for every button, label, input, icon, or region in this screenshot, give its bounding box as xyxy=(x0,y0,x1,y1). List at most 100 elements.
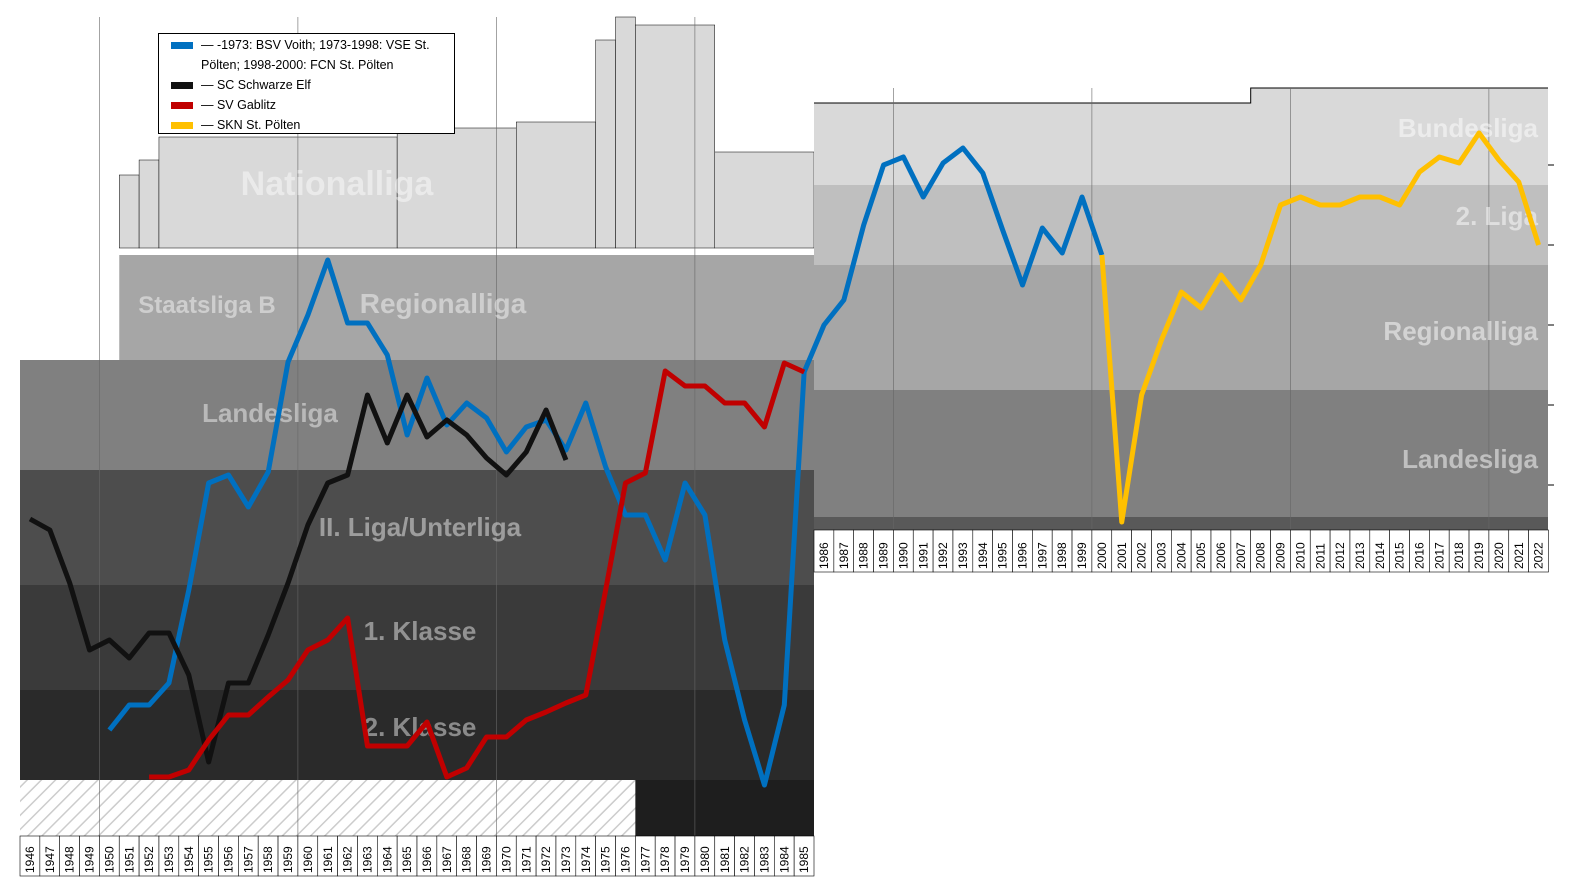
x-tick-label: 1978 xyxy=(658,846,672,873)
league-label: Nationalliga xyxy=(241,165,435,203)
legend-item: — -1973: BSV Voith; 1973-1998: VSE St. P… xyxy=(171,35,454,75)
x-tick-label: 2021 xyxy=(1512,542,1526,569)
legend-item: — SKN St. Pölten xyxy=(171,115,454,135)
x-tick-label: 1985 xyxy=(797,846,811,873)
league-label: Regionalliga xyxy=(360,288,527,319)
x-tick-label: 1970 xyxy=(499,846,513,873)
band-nationalliga xyxy=(119,174,140,249)
band-1-klasse xyxy=(20,585,814,690)
band-2-liga xyxy=(814,185,1548,265)
legend: — -1973: BSV Voith; 1973-1998: VSE St. P… xyxy=(158,33,455,134)
year-cell xyxy=(1528,529,1549,573)
x-tick-label: 1947 xyxy=(43,846,57,873)
legend-swatch xyxy=(171,42,193,49)
x-tick-label: 2018 xyxy=(1452,542,1466,569)
x-tick-label: 2011 xyxy=(1313,543,1327,569)
x-tick-label: 2006 xyxy=(1214,542,1228,569)
legend-item: — SC Schwarze Elf xyxy=(171,75,454,95)
x-tick-label: 1967 xyxy=(440,846,454,873)
x-tick-label: 2007 xyxy=(1234,542,1248,569)
x-tick-label: 2012 xyxy=(1333,542,1347,569)
band-nationalliga xyxy=(714,151,815,249)
band-nationalliga xyxy=(595,39,616,249)
league-label: Staatsliga B xyxy=(138,292,275,319)
band-landesliga-right xyxy=(814,390,1548,517)
band-regionalliga xyxy=(119,255,814,360)
legend-label: — -1973: BSV Voith; 1973-1998: VSE St. P… xyxy=(201,38,430,72)
league-label: Regionalliga xyxy=(1383,316,1538,346)
x-tick-label: 1957 xyxy=(241,846,255,873)
x-tick-label: 1989 xyxy=(877,542,891,569)
x-tick-label: 1988 xyxy=(857,542,871,569)
x-tick-label: 1981 xyxy=(718,846,732,873)
band-lower-right xyxy=(814,517,1548,530)
x-tick-label: 1951 xyxy=(122,846,136,873)
x-tick-label: 2009 xyxy=(1274,542,1288,569)
band-lowest xyxy=(635,780,814,836)
x-tick-label: 1963 xyxy=(360,846,374,873)
x-tick-label: 1977 xyxy=(638,846,652,873)
league-label: Landesliga xyxy=(202,398,338,428)
x-tick-label: 2001 xyxy=(1115,542,1129,569)
x-tick-label: 1976 xyxy=(619,846,633,873)
legend-label: — SV Gablitz xyxy=(201,98,277,112)
x-tick-label: 1952 xyxy=(142,846,156,873)
x-tick-label: 1984 xyxy=(777,846,791,873)
band-nationalliga xyxy=(516,121,596,249)
x-tick-label: 1971 xyxy=(519,846,533,873)
x-tick-label: 1960 xyxy=(301,846,315,873)
x-tick-label: 2015 xyxy=(1393,542,1407,569)
x-tick-label: 1987 xyxy=(837,542,851,569)
legend-label: — SKN St. Pölten xyxy=(201,118,301,132)
x-tick-label: 2000 xyxy=(1095,542,1109,569)
x-tick-label: 2005 xyxy=(1194,542,1208,569)
x-tick-label: 1997 xyxy=(1035,542,1049,569)
league-label: II. Liga/Unterliga xyxy=(319,512,522,542)
x-tick-label: 2020 xyxy=(1492,542,1506,569)
x-tick-label: 1995 xyxy=(996,542,1010,569)
x-tick-label: 1974 xyxy=(579,846,593,873)
x-tick-label: 1968 xyxy=(460,846,474,873)
league-label: Landesliga xyxy=(1402,444,1538,474)
x-tick-label: 2004 xyxy=(1174,542,1188,569)
x-tick-label: 2016 xyxy=(1413,542,1427,569)
x-tick-label: 1969 xyxy=(480,846,494,873)
x-tick-label: 1955 xyxy=(202,846,216,873)
x-tick-label: 1990 xyxy=(896,542,910,569)
top-border xyxy=(814,87,1548,104)
x-tick-label: 1956 xyxy=(222,846,236,873)
band-nationalliga xyxy=(635,24,715,249)
x-tick-label: 2014 xyxy=(1373,542,1387,569)
legend-swatch xyxy=(171,82,193,89)
x-tick-label: 1972 xyxy=(539,846,553,873)
x-tick-label: 1964 xyxy=(380,846,394,873)
x-tick-label: 2013 xyxy=(1353,542,1367,569)
x-tick-label: 1999 xyxy=(1075,542,1089,569)
x-tick-label: 1965 xyxy=(400,846,414,873)
series-line-2 xyxy=(149,360,806,780)
x-tick-label: 1993 xyxy=(956,542,970,569)
x-tick-label: 1948 xyxy=(63,846,77,873)
band-bundesliga-top xyxy=(1250,88,1548,103)
band-nationalliga xyxy=(138,159,160,249)
legend-label: — SC Schwarze Elf xyxy=(201,78,311,92)
x-tick-label: 2019 xyxy=(1472,542,1486,569)
x-tick-label: 1982 xyxy=(738,846,752,873)
x-tick-label: 1986 xyxy=(817,542,831,569)
x-tick-label: 1958 xyxy=(261,846,275,873)
league-label: 1. Klasse xyxy=(364,616,477,646)
x-tick-label: 1994 xyxy=(976,542,990,569)
x-tick-label: 1992 xyxy=(936,542,950,569)
series-line-1 xyxy=(28,392,569,765)
x-tick-label: 1949 xyxy=(83,846,97,873)
x-tick-label: 1983 xyxy=(757,846,771,873)
x-tick-label: 1966 xyxy=(420,846,434,873)
x-tick-label: 1959 xyxy=(281,846,295,873)
x-tick-label: 1996 xyxy=(1016,542,1030,569)
x-tick-label: 1946 xyxy=(23,846,37,873)
band-regionalliga-right xyxy=(814,265,1548,390)
x-tick-label: 1979 xyxy=(678,846,692,873)
legend-swatch xyxy=(171,122,193,129)
